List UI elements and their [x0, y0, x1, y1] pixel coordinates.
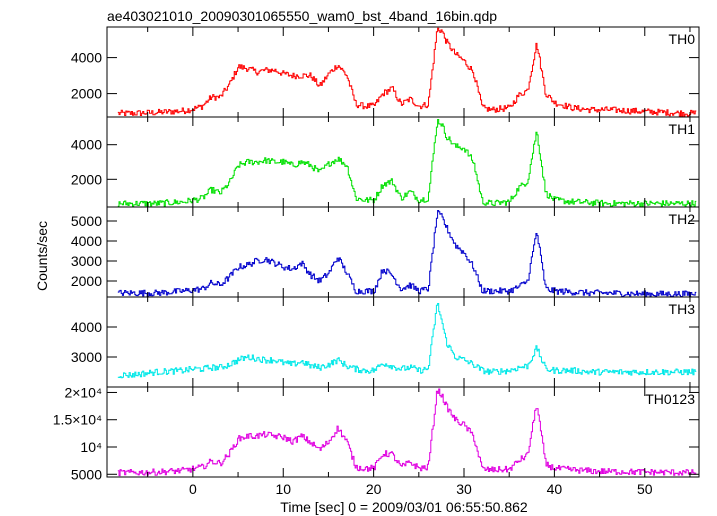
panel-th2: 2000 3000 4000 5000 TH2 [71, 206, 700, 298]
x-tick-label: 10 [275, 481, 291, 497]
y-tick-label: 1.5×10⁴ [53, 412, 102, 428]
x-tick-label: 30 [456, 481, 472, 497]
y-tick-label: 2×10⁴ [64, 384, 102, 400]
panel-name-label: TH0123 [645, 391, 695, 407]
y-tick-label: 2000 [71, 171, 102, 187]
x-tick-label: 20 [366, 481, 382, 497]
x-tick-label: 50 [637, 481, 653, 497]
panel-name-label: TH0 [669, 31, 696, 47]
panel-th0: 2000 4000 TH0 [71, 26, 700, 118]
panel-th3: 3000 4000 TH3 [71, 296, 700, 388]
series-line-th3 [117, 303, 697, 379]
x-tick-label: 0 [189, 481, 197, 497]
y-tick-label: 2000 [71, 86, 102, 102]
panels: 2000 4000 TH0 2000 4000 TH1 2000 3000 4000 5000 TH… [53, 26, 700, 497]
y-tick-label: 4000 [71, 50, 102, 66]
y-axis-label: Counts/sec [34, 221, 50, 291]
panel-name-label: TH3 [669, 301, 696, 317]
panel-th0123: 5000 10⁴ 1.5×10⁴ 2×10⁴ TH0123 [53, 384, 700, 482]
x-tick-label: 40 [547, 481, 563, 497]
chart-title: ae403021010_20090301065550_wam0_bst_4ban… [107, 8, 497, 24]
y-tick-label: 5000 [71, 466, 102, 482]
y-tick-label: 4000 [71, 319, 102, 335]
panel-name-label: TH1 [669, 121, 696, 137]
y-tick-label: 3000 [71, 349, 102, 365]
y-tick-label: 4000 [71, 137, 102, 153]
series-line-th0123 [117, 388, 697, 477]
panel-frame [106, 386, 700, 478]
panel-th1: 2000 4000 TH1 [71, 116, 700, 208]
panel-frame [106, 26, 700, 118]
series-line-th0 [117, 27, 697, 117]
y-tick-label: 10⁴ [80, 439, 102, 455]
panel-frame [106, 116, 700, 208]
y-tick-label: 3000 [71, 253, 102, 269]
y-tick-label: 5000 [71, 213, 102, 229]
y-tick-label: 2000 [71, 273, 102, 289]
panel-frame [106, 206, 700, 298]
y-tick-label: 4000 [71, 233, 102, 249]
series-line-th2 [117, 210, 697, 298]
x-axis-label: Time [sec] 0 = 2009/03/01 06:55:50.862 [280, 499, 528, 515]
panel-frame [106, 296, 700, 388]
panel-name-label: TH2 [669, 211, 696, 227]
series-line-th1 [117, 119, 697, 208]
